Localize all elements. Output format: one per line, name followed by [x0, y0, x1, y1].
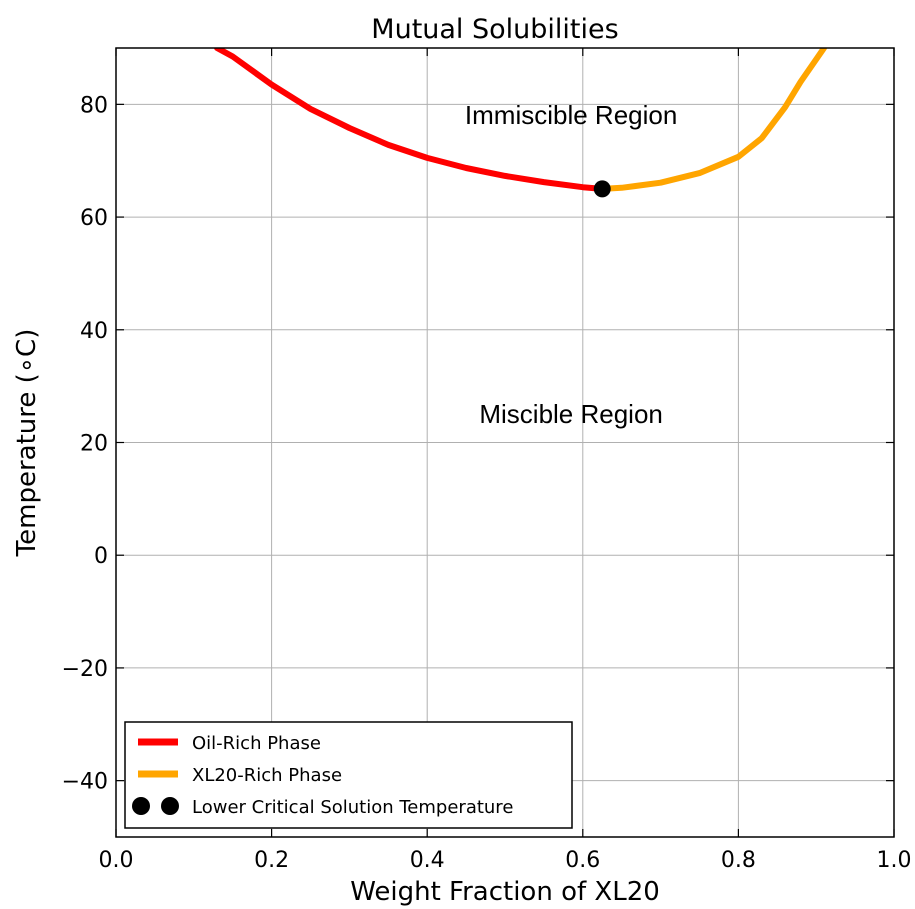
y-tick-label: 0 — [94, 544, 108, 569]
legend-label-lcst: Lower Critical Solution Temperature — [192, 797, 513, 818]
x-tick-label: 0.8 — [721, 848, 756, 873]
series-line-1 — [599, 48, 827, 192]
y-tick-label: −20 — [62, 657, 108, 682]
y-tick-label: −40 — [62, 770, 108, 795]
series-line-0 — [214, 48, 606, 192]
y-tick-label: 60 — [80, 206, 108, 231]
y-tick-label: 80 — [80, 93, 108, 118]
x-tick-label: 1.0 — [877, 848, 912, 873]
annotations: Immiscible Region Miscible Region — [465, 100, 677, 429]
legend-box — [124, 721, 573, 829]
x-axis-title: Weight Fraction of XL20 — [350, 877, 660, 907]
x-tick-label: 0.2 — [254, 848, 289, 873]
region-annotation: Immiscible Region — [465, 100, 677, 130]
legend-marker-lcst — [132, 797, 150, 815]
grid — [116, 48, 894, 837]
lcst-point — [593, 180, 611, 198]
y-tick-label: 20 — [80, 432, 108, 457]
legend: Oil-Rich Phase XL20-Rich Phase Lower Cri… — [124, 721, 573, 829]
y-axis-title: Temperature (∘C) — [12, 329, 42, 558]
legend-marker-lcst — [161, 797, 179, 815]
series-layer — [214, 48, 827, 198]
legend-label-oil-rich: Oil-Rich Phase — [192, 733, 321, 754]
y-tick-label: 40 — [80, 319, 108, 344]
chart-title: Mutual Solubilities — [371, 14, 618, 45]
x-tick-label: 0.0 — [99, 848, 134, 873]
legend-label-xl20-rich: XL20-Rich Phase — [192, 765, 342, 786]
x-tick-label: 0.4 — [410, 848, 445, 873]
region-annotation: Miscible Region — [479, 399, 663, 429]
ticks: 0.0 0.2 0.4 0.6 0.8 1.0 −40 −20 0 20 40 60 80 — [62, 48, 912, 873]
x-tick-label: 0.6 — [565, 848, 600, 873]
